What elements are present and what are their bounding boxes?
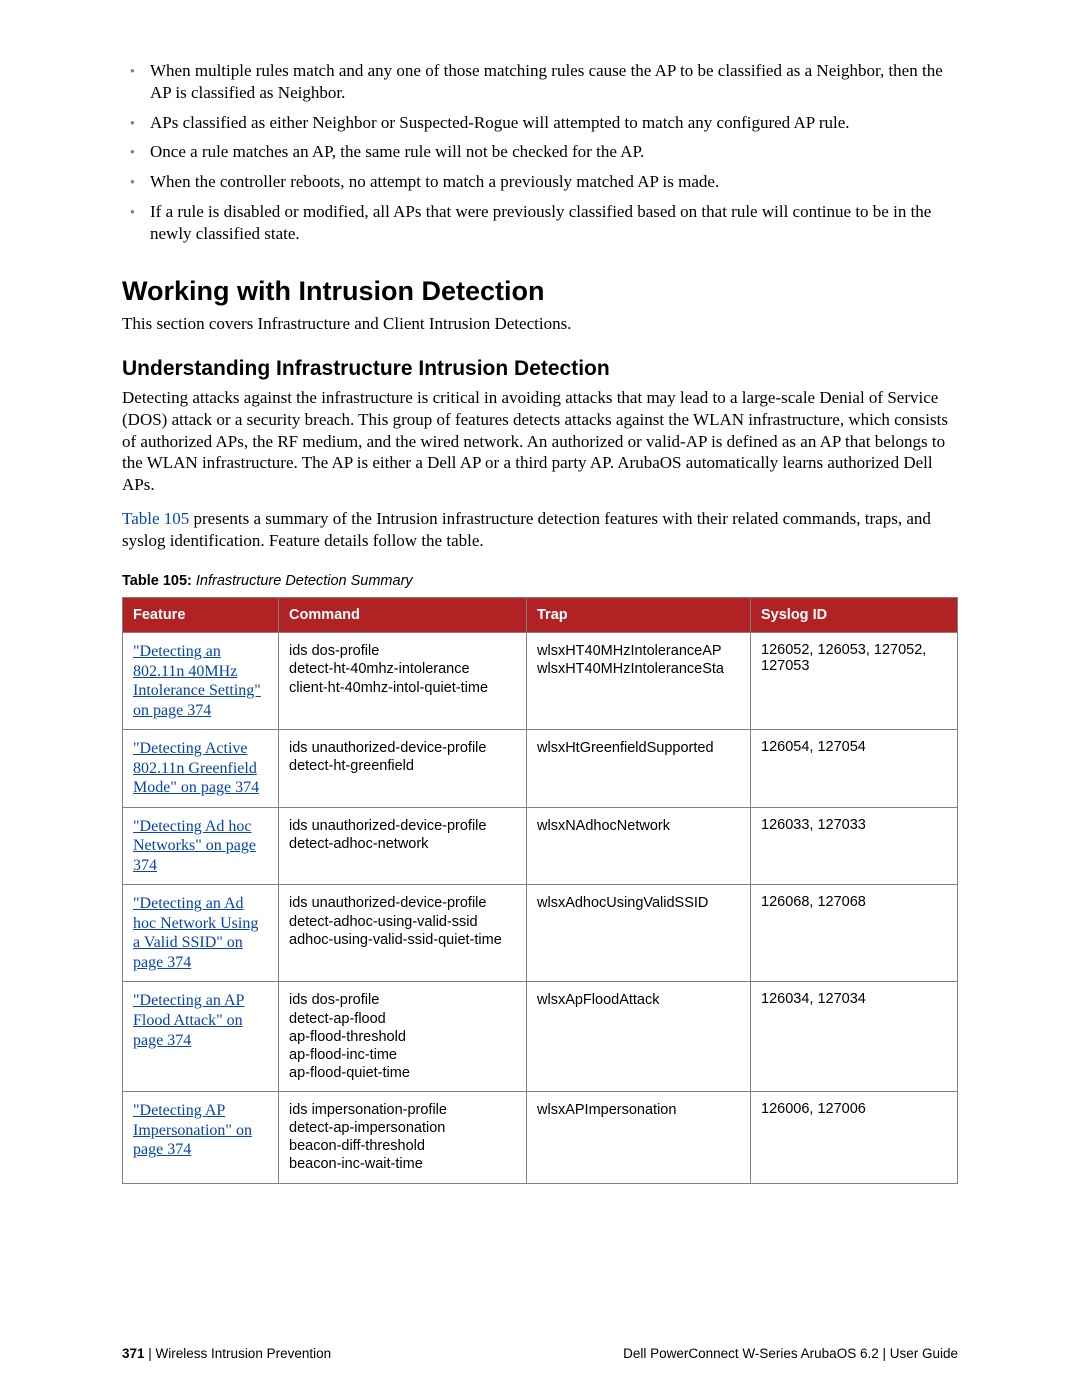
cell-syslog-id: 126034, 127034 bbox=[751, 982, 958, 1092]
feature-link[interactable]: "Detecting an 802.11n 40MHz Intolerance … bbox=[133, 642, 268, 720]
command-line: detect-adhoc-using-valid-ssid bbox=[289, 913, 516, 931]
table-caption-number: Table 105: bbox=[122, 573, 192, 589]
page-footer: 371 | Wireless Intrusion Prevention Dell… bbox=[122, 1346, 958, 1361]
trap-line: wlsxApFloodAttack bbox=[537, 991, 740, 1009]
trap-line: wlsxHT40MHzIntoleranceAP bbox=[537, 642, 740, 660]
cell-trap: wlsxApFloodAttack bbox=[527, 982, 751, 1092]
command-line: ap-flood-threshold bbox=[289, 1028, 516, 1046]
trap-line: wlsxHtGreenfieldSupported bbox=[537, 739, 740, 757]
command-line: detect-ht-greenfield bbox=[289, 757, 516, 775]
cell-feature: "Detecting AP Impersonation" on page 374 bbox=[123, 1092, 279, 1184]
table-row: "Detecting an 802.11n 40MHz Intolerance … bbox=[123, 633, 958, 730]
table-header-row: Feature Command Trap Syslog ID bbox=[123, 598, 958, 633]
table-row: "Detecting an AP Flood Attack" on page 3… bbox=[123, 982, 958, 1092]
trap-line: wlsxNAdhocNetwork bbox=[537, 817, 740, 835]
feature-link[interactable]: "Detecting Ad hoc Networks" on page 374 bbox=[133, 817, 268, 876]
table-body: "Detecting an 802.11n 40MHz Intolerance … bbox=[123, 633, 958, 1183]
command-line: ap-flood-quiet-time bbox=[289, 1064, 516, 1082]
cell-command: ids unauthorized-device-profiledetect-ad… bbox=[279, 807, 527, 885]
footer-section-title: Wireless Intrusion Prevention bbox=[156, 1346, 332, 1361]
list-item: Once a rule matches an AP, the same rule… bbox=[122, 141, 958, 163]
cell-command: ids unauthorized-device-profiledetect-ad… bbox=[279, 885, 527, 982]
feature-link[interactable]: "Detecting AP Impersonation" on page 374 bbox=[133, 1101, 268, 1160]
cell-feature: "Detecting an Ad hoc Network Using a Val… bbox=[123, 885, 279, 982]
infrastructure-detection-table: Feature Command Trap Syslog ID "Detectin… bbox=[122, 597, 958, 1183]
cell-syslog-id: 126054, 127054 bbox=[751, 730, 958, 808]
trap-line: wlsxAdhocUsingValidSSID bbox=[537, 894, 740, 912]
cell-trap: wlsxAPImpersonation bbox=[527, 1092, 751, 1184]
command-line: detect-ht-40mhz-intolerance bbox=[289, 660, 516, 678]
table-row: "Detecting AP Impersonation" on page 374… bbox=[123, 1092, 958, 1184]
list-item: When multiple rules match and any one of… bbox=[122, 60, 958, 104]
command-line: adhoc-using-valid-ssid-quiet-time bbox=[289, 931, 516, 949]
command-line: ids unauthorized-device-profile bbox=[289, 739, 516, 757]
table-row: "Detecting Ad hoc Networks" on page 374i… bbox=[123, 807, 958, 885]
cell-syslog-id: 126068, 127068 bbox=[751, 885, 958, 982]
paragraph: This section covers Infrastructure and C… bbox=[122, 313, 958, 335]
table-row: "Detecting Active 802.11n Greenfield Mod… bbox=[123, 730, 958, 808]
cell-trap: wlsxHT40MHzIntoleranceAPwlsxHT40MHzIntol… bbox=[527, 633, 751, 730]
command-line: ids impersonation-profile bbox=[289, 1101, 516, 1119]
command-line: detect-adhoc-network bbox=[289, 835, 516, 853]
footer-separator: | bbox=[145, 1346, 156, 1361]
cell-feature: "Detecting an AP Flood Attack" on page 3… bbox=[123, 982, 279, 1092]
paragraph: Detecting attacks against the infrastruc… bbox=[122, 387, 958, 496]
col-header-trap: Trap bbox=[527, 598, 751, 633]
list-item: APs classified as either Neighbor or Sus… bbox=[122, 112, 958, 134]
page-number: 371 bbox=[122, 1346, 145, 1361]
table-105-link[interactable]: Table 105 bbox=[122, 509, 189, 528]
cell-trap: wlsxHtGreenfieldSupported bbox=[527, 730, 751, 808]
heading-understanding-infrastructure-intrusion-detection: Understanding Infrastructure Intrusion D… bbox=[122, 357, 958, 381]
command-line: beacon-inc-wait-time bbox=[289, 1155, 516, 1173]
cell-syslog-id: 126006, 127006 bbox=[751, 1092, 958, 1184]
heading-working-with-intrusion-detection: Working with Intrusion Detection bbox=[122, 276, 958, 307]
footer-right: Dell PowerConnect W-Series ArubaOS 6.2 |… bbox=[623, 1346, 958, 1361]
cell-syslog-id: 126033, 127033 bbox=[751, 807, 958, 885]
trap-line: wlsxHT40MHzIntoleranceSta bbox=[537, 660, 740, 678]
command-line: beacon-diff-threshold bbox=[289, 1137, 516, 1155]
cell-command: ids unauthorized-device-profiledetect-ht… bbox=[279, 730, 527, 808]
col-header-command: Command bbox=[279, 598, 527, 633]
intro-bullet-list: When multiple rules match and any one of… bbox=[122, 60, 958, 244]
table-caption: Table 105: Infrastructure Detection Summ… bbox=[122, 573, 958, 589]
cell-trap: wlsxAdhocUsingValidSSID bbox=[527, 885, 751, 982]
footer-left: 371 | Wireless Intrusion Prevention bbox=[122, 1346, 331, 1361]
page-content: When multiple rules match and any one of… bbox=[122, 60, 958, 1184]
list-item: When the controller reboots, no attempt … bbox=[122, 171, 958, 193]
command-line: ids unauthorized-device-profile bbox=[289, 817, 516, 835]
table-caption-title: Infrastructure Detection Summary bbox=[192, 573, 413, 589]
cell-trap: wlsxNAdhocNetwork bbox=[527, 807, 751, 885]
cell-feature: "Detecting an 802.11n 40MHz Intolerance … bbox=[123, 633, 279, 730]
cell-command: ids impersonation-profiledetect-ap-imper… bbox=[279, 1092, 527, 1184]
paragraph: Table 105 presents a summary of the Intr… bbox=[122, 508, 958, 552]
command-line: client-ht-40mhz-intol-quiet-time bbox=[289, 679, 516, 697]
command-line: ids dos-profile bbox=[289, 642, 516, 660]
cell-command: ids dos-profiledetect-ht-40mhz-intoleran… bbox=[279, 633, 527, 730]
command-line: ap-flood-inc-time bbox=[289, 1046, 516, 1064]
feature-link[interactable]: "Detecting an AP Flood Attack" on page 3… bbox=[133, 991, 268, 1050]
trap-line: wlsxAPImpersonation bbox=[537, 1101, 740, 1119]
cell-syslog-id: 126052, 126053, 127052, 127053 bbox=[751, 633, 958, 730]
command-line: detect-ap-impersonation bbox=[289, 1119, 516, 1137]
col-header-feature: Feature bbox=[123, 598, 279, 633]
cell-feature: "Detecting Ad hoc Networks" on page 374 bbox=[123, 807, 279, 885]
paragraph-text: presents a summary of the Intrusion infr… bbox=[122, 509, 931, 550]
feature-link[interactable]: "Detecting an Ad hoc Network Using a Val… bbox=[133, 894, 268, 972]
cell-feature: "Detecting Active 802.11n Greenfield Mod… bbox=[123, 730, 279, 808]
table-row: "Detecting an Ad hoc Network Using a Val… bbox=[123, 885, 958, 982]
feature-link[interactable]: "Detecting Active 802.11n Greenfield Mod… bbox=[133, 739, 268, 798]
cell-command: ids dos-profiledetect-ap-floodap-flood-t… bbox=[279, 982, 527, 1092]
command-line: detect-ap-flood bbox=[289, 1010, 516, 1028]
list-item: If a rule is disabled or modified, all A… bbox=[122, 201, 958, 245]
command-line: ids unauthorized-device-profile bbox=[289, 894, 516, 912]
col-header-syslog-id: Syslog ID bbox=[751, 598, 958, 633]
command-line: ids dos-profile bbox=[289, 991, 516, 1009]
